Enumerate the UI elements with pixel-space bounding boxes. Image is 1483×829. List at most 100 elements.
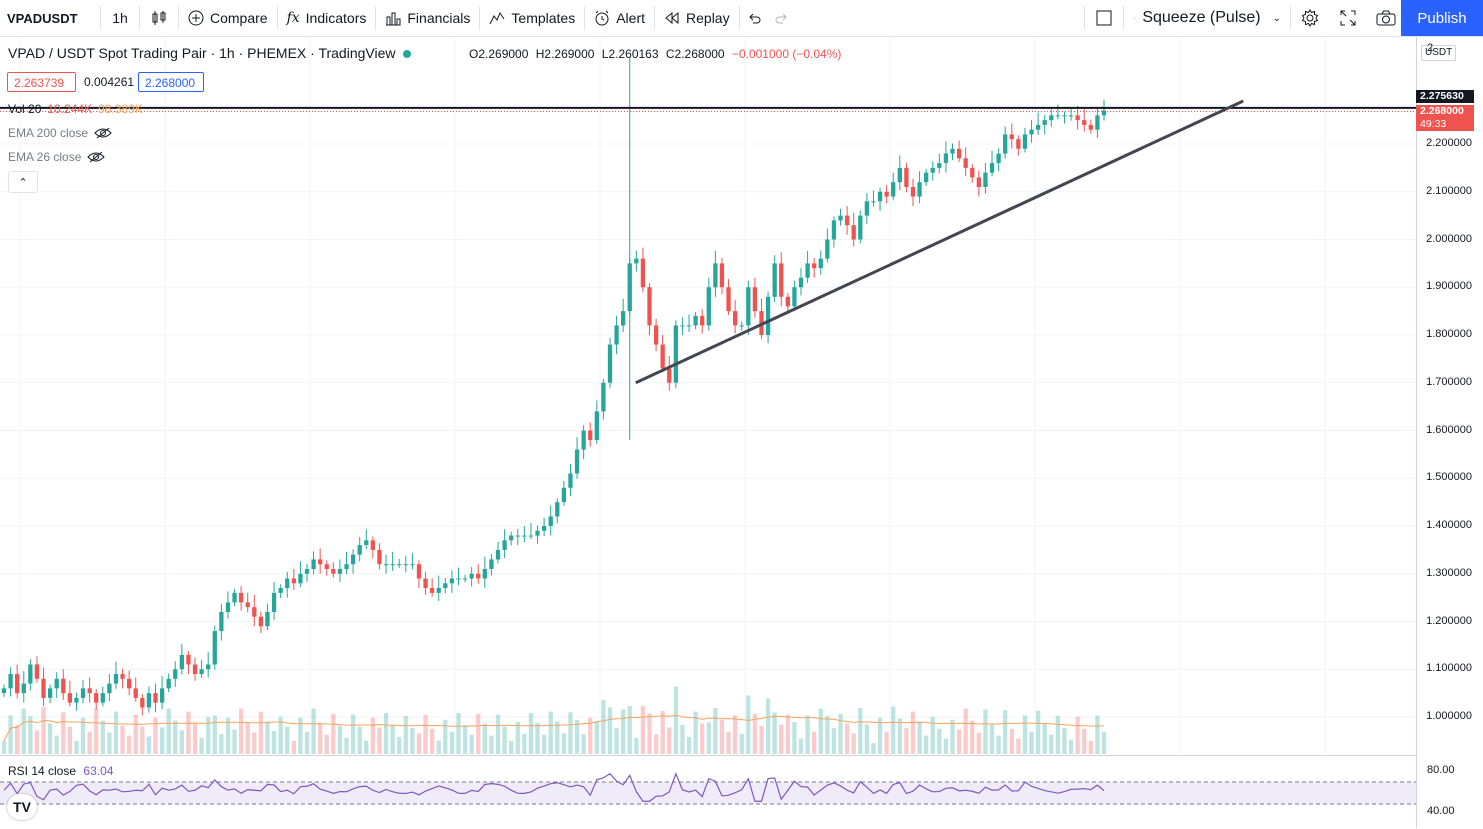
volume-bar (1095, 715, 1100, 754)
divider (1084, 6, 1085, 30)
indicators-label: Indicators (305, 10, 367, 26)
volume-bar (344, 737, 349, 754)
volume-bar (568, 712, 573, 754)
volume-bar (904, 728, 909, 754)
candle-body (166, 678, 171, 689)
bid-price-box[interactable]: 2.263739 (7, 72, 76, 92)
volume-bar (8, 715, 13, 754)
publish-button[interactable]: Publish (1401, 0, 1483, 36)
volume-bar (100, 720, 105, 754)
candle-body (212, 631, 217, 665)
low-value: L2.260163 (601, 47, 659, 61)
candle-body (779, 263, 784, 297)
ask-price-box[interactable]: 2.268000 (138, 72, 204, 92)
series-title[interactable]: VPAD / USDT Spot Trading Pair · 1h · PHE… (8, 45, 396, 61)
volume-bar (509, 740, 514, 754)
volume-bar (34, 730, 40, 754)
collapse-legend-button[interactable]: ⌃ (8, 171, 38, 193)
price-axis-label: 1.300000 (1426, 566, 1472, 579)
eye-crossed-icon[interactable] (94, 127, 112, 139)
volume-indicator-label[interactable]: Vol 20 10.244K 98.389K (8, 102, 143, 116)
volume-bar (719, 720, 725, 754)
divider (1290, 6, 1291, 30)
rsi-band (0, 782, 1416, 804)
volume-bar (607, 707, 613, 754)
chart-style-button[interactable] (140, 0, 178, 36)
volume-bar (331, 713, 336, 754)
candle-body (364, 540, 369, 546)
volume-bar (28, 716, 33, 754)
horizontal-line-price-tag[interactable]: 2.275630 (1416, 90, 1474, 103)
layout-name-dropdown[interactable]: Squeeze (Pulse) ⌄ (1124, 0, 1290, 36)
candle-body (989, 163, 995, 173)
candle-body (1101, 110, 1107, 116)
candle-body (390, 564, 395, 566)
ema26-indicator-label[interactable]: EMA 26 close (8, 150, 106, 164)
symbol-search[interactable]: VPADUSDT (7, 10, 78, 26)
candle-body (535, 530, 540, 536)
axis-top-partial-label: 2 (1427, 42, 1434, 54)
volume-bar (522, 734, 527, 754)
financials-button[interactable]: Financials (376, 0, 479, 36)
price-axis-label: 1.700000 (1426, 375, 1472, 388)
tradingview-logo[interactable]: TV (7, 794, 37, 820)
replay-button[interactable]: Replay (655, 0, 739, 36)
eye-crossed-icon[interactable] (87, 151, 106, 163)
volume-bar (739, 734, 744, 754)
candle-body (851, 225, 856, 240)
volume-bar (278, 716, 283, 754)
fullscreen-button[interactable] (1329, 0, 1367, 36)
compare-button[interactable]: Compare (179, 0, 277, 36)
volume-bar (858, 708, 863, 754)
volume-bar (127, 735, 132, 754)
select-layout-button[interactable] (1085, 0, 1123, 36)
volume-bar (1029, 731, 1034, 754)
candle-body (897, 167, 902, 183)
candle-body (640, 258, 646, 288)
templates-button[interactable]: Templates (480, 0, 584, 36)
volume-bar (153, 717, 158, 754)
candle-body (1003, 134, 1008, 154)
divider (178, 6, 179, 30)
rsi-indicator-label[interactable]: RSI 14 close 63.04 (8, 764, 113, 778)
candle-body (140, 697, 145, 708)
volume-bar (357, 726, 362, 754)
ema200-indicator-label[interactable]: EMA 200 close (8, 126, 112, 140)
plus-circle-icon (188, 10, 204, 26)
alarm-clock-icon (595, 10, 609, 26)
interval-button[interactable]: 1h (112, 10, 128, 26)
compare-label: Compare (210, 10, 268, 26)
alert-button[interactable]: Alert (585, 0, 654, 36)
candle-body (785, 296, 790, 307)
volume-bar (120, 725, 125, 754)
candle-body (673, 325, 678, 383)
volume-bar (370, 717, 376, 754)
volume-bar (271, 731, 277, 754)
volume-bar (844, 723, 850, 754)
candle-body (219, 611, 224, 632)
candle-body (634, 258, 639, 264)
undo-button[interactable] (740, 0, 768, 36)
last-price-tag[interactable]: 2.268000 49:33 (1416, 105, 1474, 131)
price-chart[interactable] (0, 37, 1416, 754)
candle-body (370, 540, 376, 550)
volume-bar (1082, 728, 1087, 754)
volume-bar (680, 725, 685, 754)
candle-body (476, 573, 481, 579)
redo-button[interactable] (768, 0, 796, 36)
candle-body (818, 258, 823, 269)
settings-button[interactable] (1291, 0, 1329, 36)
snapshot-button[interactable] (1367, 0, 1405, 36)
axis-currency-label[interactable]: USDT (1421, 45, 1457, 61)
candle-body (1016, 139, 1021, 149)
indicators-button[interactable]: fx Indicators (278, 0, 376, 36)
rsi-pane[interactable] (0, 755, 1416, 829)
divider (654, 6, 656, 30)
candle-body (607, 344, 613, 383)
divider (738, 6, 740, 30)
volume-bar (910, 711, 916, 754)
alert-label: Alert (616, 10, 646, 26)
price-axis[interactable]: USDT 2 2.200000 2.100000 2.000000 1.900000 1… (1416, 37, 1483, 828)
volume-bar (792, 722, 797, 754)
volume-bar (318, 722, 323, 754)
